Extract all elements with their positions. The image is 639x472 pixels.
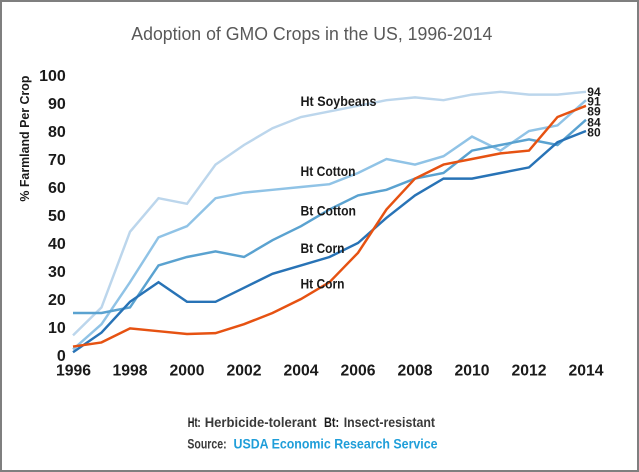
svg-text:2014: 2014 <box>569 363 604 380</box>
svg-text:2008: 2008 <box>398 363 433 380</box>
svg-text:80: 80 <box>48 124 66 141</box>
svg-text:20: 20 <box>48 292 66 309</box>
svg-text:Bt Corn: Bt Corn <box>301 241 345 256</box>
svg-text:Ht Soybeans: Ht Soybeans <box>301 94 377 109</box>
svg-text:2006: 2006 <box>341 363 376 380</box>
svg-text:60: 60 <box>48 180 66 197</box>
svg-text:2000: 2000 <box>170 363 205 380</box>
svg-text:Source:: Source: <box>187 436 226 451</box>
svg-text:2012: 2012 <box>512 363 547 380</box>
svg-text:Ht Cotton: Ht Cotton <box>301 164 356 179</box>
svg-text:89: 89 <box>587 104 601 118</box>
svg-text:Herbicide-tolerant: Herbicide-tolerant <box>205 415 317 430</box>
svg-text:Adoption of GMO Crops in the U: Adoption of GMO Crops in the US, 1996-20… <box>131 24 492 44</box>
svg-text:50: 50 <box>48 208 66 225</box>
svg-text:90: 90 <box>48 96 66 113</box>
svg-text:40: 40 <box>48 236 66 253</box>
svg-text:Ht Corn: Ht Corn <box>301 277 345 292</box>
svg-text:94: 94 <box>587 85 601 99</box>
svg-text:10: 10 <box>48 320 66 337</box>
svg-text:80: 80 <box>587 126 601 140</box>
svg-text:Bt:: Bt: <box>324 415 339 430</box>
svg-text:1996: 1996 <box>56 363 91 380</box>
svg-text:2010: 2010 <box>455 363 490 380</box>
svg-text:% Farmland Per Crop: % Farmland Per Crop <box>17 76 32 202</box>
svg-text:0: 0 <box>57 348 66 365</box>
svg-text:Bt Cotton: Bt Cotton <box>301 204 357 219</box>
svg-text:Ht:: Ht: <box>188 415 201 430</box>
svg-text:USDA Economic Research Service: USDA Economic Research Service <box>234 436 438 451</box>
svg-text:2002: 2002 <box>227 363 262 380</box>
svg-text:30: 30 <box>48 264 66 281</box>
svg-text:91: 91 <box>587 95 601 109</box>
svg-text:84: 84 <box>587 116 601 130</box>
svg-text:1998: 1998 <box>113 363 148 380</box>
svg-text:70: 70 <box>48 152 66 169</box>
svg-text:2004: 2004 <box>284 363 319 380</box>
svg-text:100: 100 <box>39 68 66 85</box>
svg-text:Insect-resistant: Insect-resistant <box>344 415 436 430</box>
